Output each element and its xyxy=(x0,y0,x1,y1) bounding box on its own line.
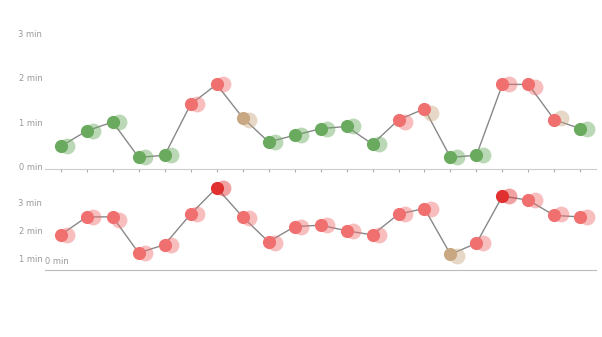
Point xyxy=(426,206,436,211)
Point xyxy=(56,144,66,149)
Point xyxy=(504,193,514,199)
Point xyxy=(290,224,299,229)
Point xyxy=(270,139,280,145)
Point xyxy=(556,211,566,217)
Point xyxy=(296,132,306,138)
Point xyxy=(348,124,358,129)
Point xyxy=(368,142,377,147)
Point xyxy=(315,222,325,228)
Point xyxy=(219,185,228,190)
Point xyxy=(290,132,299,138)
Point xyxy=(63,232,72,238)
Point xyxy=(374,142,384,147)
Point xyxy=(108,119,117,125)
Point xyxy=(322,222,332,228)
Point xyxy=(88,214,98,220)
Point xyxy=(82,128,92,133)
Point xyxy=(576,214,585,220)
Point xyxy=(134,155,143,160)
Point xyxy=(394,117,403,123)
Point xyxy=(400,119,410,125)
Point xyxy=(524,82,533,87)
Point xyxy=(420,106,429,112)
Point xyxy=(445,252,455,257)
Point xyxy=(108,214,117,220)
Point xyxy=(471,241,481,246)
Point xyxy=(322,126,332,131)
Point xyxy=(315,126,325,131)
Point xyxy=(374,232,384,238)
Point xyxy=(400,211,410,217)
Point xyxy=(140,250,150,256)
Point xyxy=(498,82,507,87)
Text: 0 min: 0 min xyxy=(45,256,69,266)
Point xyxy=(160,242,170,247)
Point xyxy=(238,214,247,220)
Point xyxy=(550,117,559,123)
Point xyxy=(166,242,176,247)
Point xyxy=(504,82,514,87)
Point xyxy=(296,224,306,229)
Point xyxy=(160,153,170,158)
Point xyxy=(88,128,98,133)
Point xyxy=(212,185,222,190)
Point xyxy=(524,197,533,203)
Point xyxy=(498,193,507,199)
Point xyxy=(114,119,124,125)
Point xyxy=(530,197,540,203)
Point xyxy=(264,139,273,145)
Point xyxy=(452,253,462,258)
Point xyxy=(219,82,228,87)
Point xyxy=(114,217,124,222)
Point xyxy=(478,241,488,246)
Point xyxy=(426,111,436,116)
Point xyxy=(244,117,254,123)
Point xyxy=(342,124,352,129)
Point xyxy=(63,144,72,149)
Point xyxy=(452,155,462,160)
Point xyxy=(342,228,352,234)
Point xyxy=(186,102,196,107)
Point xyxy=(192,211,202,217)
Point xyxy=(394,211,403,217)
Point xyxy=(420,206,429,211)
Point xyxy=(348,228,358,234)
Point xyxy=(478,153,488,158)
Point xyxy=(471,153,481,158)
Point xyxy=(270,241,280,246)
Point xyxy=(186,211,196,217)
Point xyxy=(192,102,202,107)
Point xyxy=(238,115,247,120)
Point xyxy=(134,250,143,256)
Point xyxy=(264,239,273,245)
Point xyxy=(244,216,254,221)
Point xyxy=(556,115,566,120)
Point xyxy=(212,82,222,87)
Point xyxy=(576,126,585,131)
Point xyxy=(582,126,592,131)
Point xyxy=(166,153,176,158)
Point xyxy=(56,232,66,238)
Point xyxy=(368,232,377,238)
Point xyxy=(582,214,592,220)
Point xyxy=(445,155,455,160)
Point xyxy=(140,155,150,160)
Point xyxy=(82,214,92,220)
Point xyxy=(550,213,559,218)
Point xyxy=(530,85,540,90)
